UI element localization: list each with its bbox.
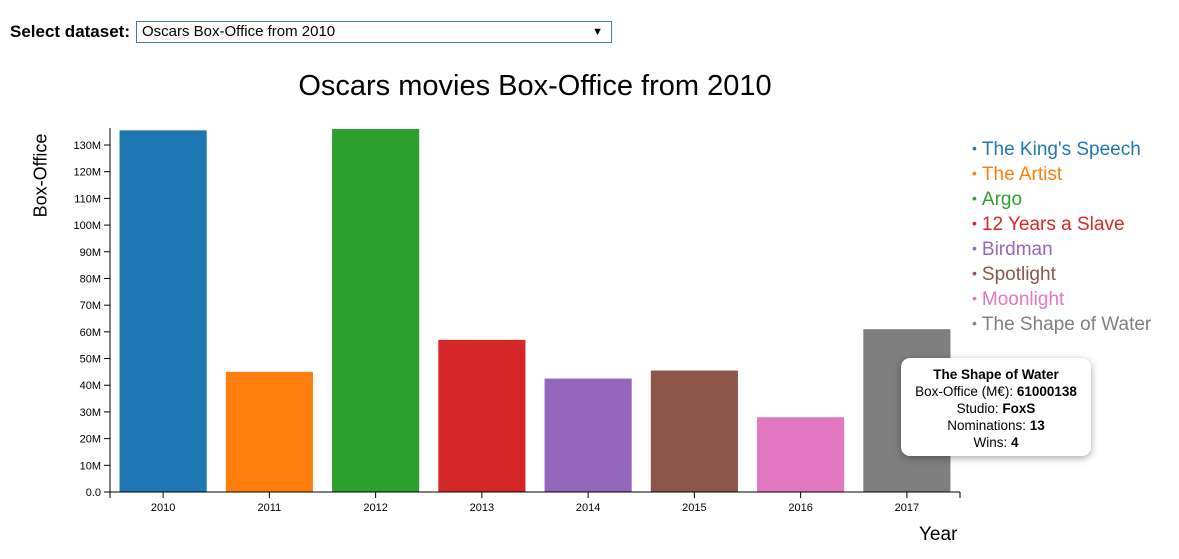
dataset-label: Select dataset: [10, 22, 130, 41]
legend: • The King's Speech • The Artist • Argo • 12 Ye… [972, 136, 1151, 336]
x-tick-label: 2015 [682, 502, 706, 514]
x-tick-label: 2012 [363, 502, 387, 514]
x-tick-label: 2017 [895, 502, 919, 514]
legend-label: Moonlight [981, 289, 1065, 310]
dropdown-arrow-icon: ▼ [592, 26, 603, 38]
y-tick-label: 20M [80, 434, 101, 446]
dataset-select-value: Oscars Box-Office from 2010 [142, 23, 336, 40]
legend-label: The King's Speech [981, 139, 1141, 160]
tooltip: The Shape of Water Box-Office (M€): 6100… [901, 358, 1091, 456]
legend-bullet-icon: • [972, 290, 977, 306]
legend-item[interactable]: • The King's Speech [972, 136, 1151, 161]
legend-item[interactable]: • Birdman [972, 236, 1151, 261]
legend-item[interactable]: • Spotlight [972, 261, 1151, 286]
legend-item[interactable]: • The Shape of Water [972, 311, 1151, 336]
y-tick-label: 100M [73, 220, 101, 232]
legend-bullet-icon: • [972, 190, 977, 206]
tooltip-wins-label: Wins: [973, 435, 1008, 450]
legend-label: The Artist [981, 164, 1063, 185]
x-tick-label: 2014 [576, 502, 600, 514]
tooltip-studio-label: Studio: [956, 401, 999, 416]
legend-bullet-icon: • [972, 165, 977, 181]
dataset-select[interactable]: Oscars Box-Office from 2010 ▼ [136, 21, 612, 43]
legend-item[interactable]: • 12 Years a Slave [972, 211, 1151, 236]
bar[interactable] [225, 371, 313, 492]
dataset-selector: Select dataset: Oscars Box-Office from 2… [10, 20, 612, 44]
y-tick-label: 50M [80, 354, 101, 366]
x-tick-label: 2013 [470, 502, 494, 514]
bar[interactable] [650, 370, 738, 492]
y-tick-label: 110M [74, 193, 101, 205]
tooltip-box-office-label: Box-Office (M€): [915, 384, 1014, 399]
bar[interactable] [438, 339, 526, 492]
x-tick-label: 2011 [258, 502, 282, 514]
y-tick-label: 0.0 [86, 487, 101, 499]
bar[interactable] [757, 417, 845, 492]
legend-bullet-icon: • [972, 265, 977, 281]
y-tick-label: 30M [80, 407, 101, 419]
tooltip-box-office-value: 61000138 [1016, 384, 1077, 399]
legend-bullet-icon: • [972, 315, 977, 331]
legend-item[interactable]: • Moonlight [972, 286, 1151, 311]
legend-bullet-icon: • [972, 215, 977, 231]
chart-title: Oscars movies Box-Office from 2010 [298, 70, 772, 102]
legend-item[interactable]: • The Artist [972, 161, 1151, 186]
x-axis-label: Year [919, 524, 958, 545]
legend-label: Argo [981, 189, 1023, 210]
y-tick-label: 40M [80, 380, 101, 392]
tooltip-studio-value: FoxS [1002, 401, 1036, 416]
legend-bullet-icon: • [972, 240, 977, 256]
y-tick-label: 130M [73, 140, 101, 152]
bar[interactable] [332, 129, 420, 492]
y-tick-label: 90M [80, 247, 101, 259]
tooltip-nominations-label: Nominations: [947, 418, 1026, 433]
y-tick-label: 80M [80, 273, 101, 285]
bar[interactable] [544, 378, 632, 492]
x-tick-label: 2010 [151, 502, 175, 514]
legend-label: Birdman [981, 239, 1053, 260]
tooltip-nominations-value: 13 [1029, 418, 1045, 433]
bar[interactable] [119, 130, 207, 492]
legend-label: 12 Years a Slave [981, 214, 1125, 235]
y-tick-label: 60M [80, 327, 101, 339]
legend-label: Spotlight [981, 264, 1056, 285]
legend-item[interactable]: • Argo [972, 186, 1151, 211]
legend-bullet-icon: • [972, 140, 977, 156]
y-tick-label: 10M [80, 460, 101, 472]
tooltip-wins-value: 4 [1011, 435, 1019, 450]
y-tick-label: 120M [73, 167, 101, 179]
legend-label: The Shape of Water [981, 314, 1152, 335]
y-tick-label: 70M [80, 300, 101, 312]
x-tick-label: 2016 [788, 502, 812, 514]
tooltip-title: The Shape of Water [933, 367, 1059, 382]
